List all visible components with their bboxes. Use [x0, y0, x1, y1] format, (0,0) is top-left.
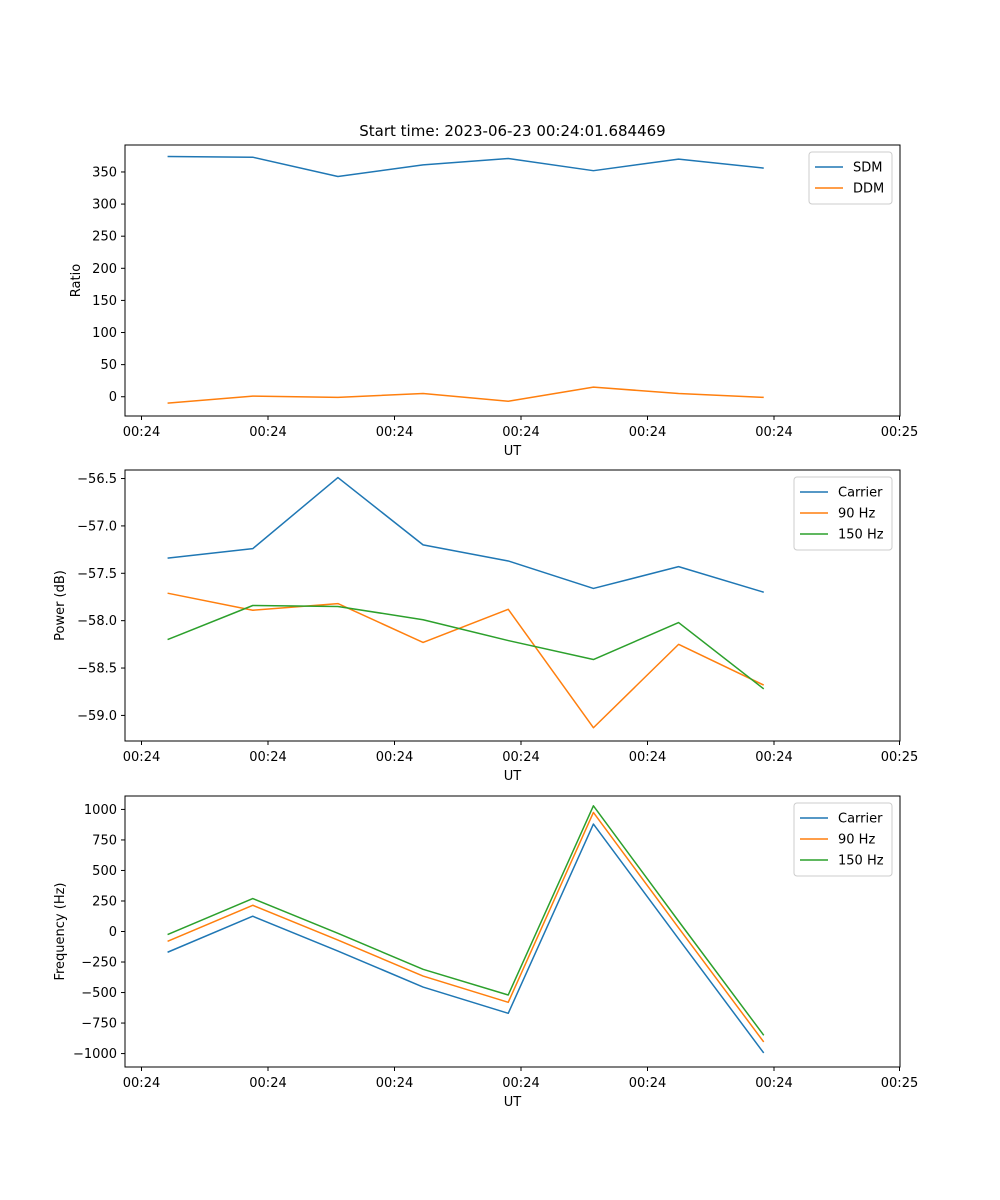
legend-box	[808, 151, 893, 205]
legend-label: SDM	[853, 161, 882, 176]
y-tick-label: 750	[92, 833, 117, 848]
chart-panel-1: 00:24 00:24 00:24 00:24 00:24 00:24 00:25 0 50 10…	[69, 144, 918, 459]
y-tick-label: −59.0	[77, 709, 117, 724]
series-line-ddm	[167, 386, 764, 404]
series-line-sdm	[167, 155, 764, 178]
y-tick-label: 250	[92, 894, 117, 909]
x-tick-label: 00:24	[376, 1076, 413, 1091]
y-axis-label: Ratio	[69, 264, 84, 297]
series-line-150-hz	[167, 604, 765, 690]
legend-label: Carrier	[838, 812, 883, 827]
legend-label: 90 Hz	[838, 507, 875, 522]
legend-label: 150 Hz	[838, 528, 884, 543]
legend-label: 90 Hz	[838, 833, 875, 848]
y-tick-label: −750	[81, 1017, 117, 1032]
y-tick-label: 0	[109, 925, 117, 940]
y-tick-label: 350	[92, 165, 117, 180]
x-tick-label: 00:25	[881, 750, 918, 765]
x-tick-label: 00:25	[881, 425, 918, 440]
x-tick-label: 00:24	[502, 750, 539, 765]
y-tick-label: −1000	[73, 1047, 117, 1062]
figure-title: Start time: 2023-06-23 00:24:01.684469	[359, 122, 665, 140]
y-tick-label: −58.5	[77, 662, 117, 677]
legend: Carrier 90 Hz 150 Hz	[793, 802, 893, 877]
series-line-carrier	[167, 476, 764, 593]
y-tick-label: 200	[92, 262, 117, 277]
x-tick-label: 00:24	[755, 1076, 792, 1091]
y-tick-label: −57.5	[77, 567, 117, 582]
chart-panel-2: 00:24 00:24 00:24 00:24 00:24 00:24 00:25 −59.0…	[53, 469, 918, 784]
y-tick-label: −57.0	[77, 519, 117, 534]
axes-frame	[124, 469, 901, 742]
x-tick-label: 00:24	[123, 1076, 160, 1091]
legend-label: Carrier	[838, 486, 883, 501]
x-tick-label: 00:24	[123, 425, 160, 440]
x-axis-label: UT	[504, 1095, 522, 1110]
x-tick-label: 00:24	[629, 1076, 666, 1091]
y-tick-label: 1000	[84, 803, 117, 818]
series-line-90-hz	[167, 592, 765, 729]
x-axis-label: UT	[504, 444, 522, 459]
x-tick-label: 00:24	[376, 750, 413, 765]
x-tick-label: 00:24	[755, 425, 792, 440]
x-tick-label: 00:24	[249, 1076, 286, 1091]
x-tick-label: 00:24	[376, 425, 413, 440]
legend: SDM DDM	[808, 151, 893, 205]
y-tick-label: −500	[81, 986, 117, 1001]
x-tick-label: 00:24	[502, 1076, 539, 1091]
x-tick-label: 00:24	[249, 750, 286, 765]
y-tick-label: −250	[81, 956, 117, 971]
x-tick-label: 00:24	[502, 425, 539, 440]
series-line-carrier	[167, 823, 765, 1054]
y-tick-label: 50	[100, 358, 117, 373]
x-tick-label: 00:24	[629, 425, 666, 440]
y-axis-label: Power (dB)	[53, 570, 68, 641]
panels: 00:24 00:24 00:24 00:24 00:24 00:24 00:25 0 50 10…	[53, 144, 918, 1110]
legend-label: DDM	[853, 182, 884, 197]
y-tick-label: 250	[92, 230, 117, 245]
y-tick-label: 500	[92, 864, 117, 879]
y-axis-label: Frequency (Hz)	[53, 882, 68, 980]
x-tick-label: 00:24	[249, 425, 286, 440]
y-tick-label: 100	[92, 326, 117, 341]
y-tick-label: 0	[109, 390, 117, 405]
legend-box	[793, 476, 893, 551]
legend-label: 150 Hz	[838, 854, 884, 869]
chart-panel-3: 00:24 00:24 00:24 00:24 00:24 00:24 00:25 −1000…	[53, 795, 918, 1110]
series-line-150-hz	[167, 805, 765, 1036]
axes-frame	[124, 144, 901, 417]
legend: Carrier 90 Hz 150 Hz	[793, 476, 893, 551]
x-axis-label: UT	[504, 769, 522, 784]
y-tick-label: 150	[92, 294, 117, 309]
x-tick-label: 00:24	[629, 750, 666, 765]
y-tick-label: −58.0	[77, 614, 117, 629]
x-tick-label: 00:24	[123, 750, 160, 765]
y-tick-label: −56.5	[77, 472, 117, 487]
x-tick-label: 00:25	[881, 1076, 918, 1091]
x-tick-label: 00:24	[755, 750, 792, 765]
y-tick-label: 300	[92, 198, 117, 213]
series-line-90-hz	[167, 811, 765, 1043]
legend-box	[793, 802, 893, 877]
